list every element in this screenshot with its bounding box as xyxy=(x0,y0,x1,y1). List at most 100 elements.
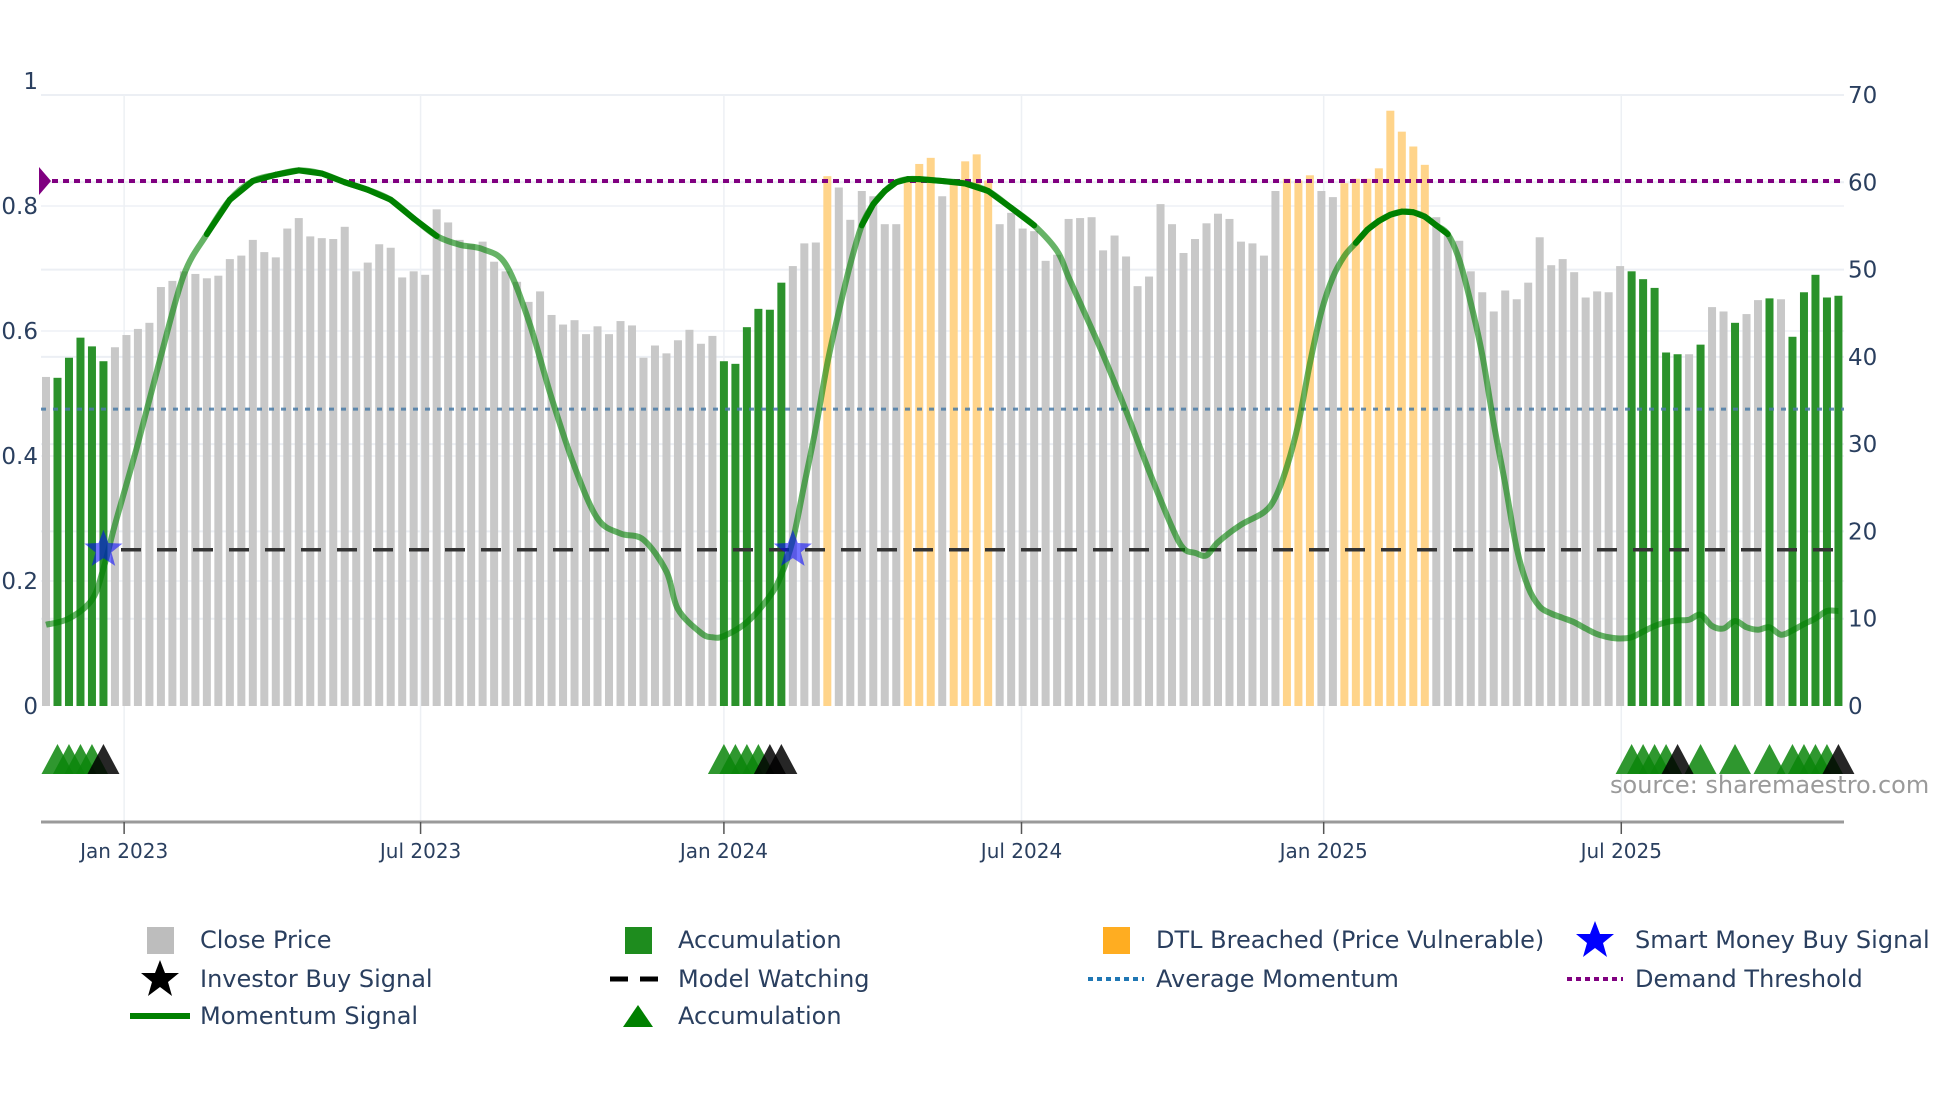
close-price-bar xyxy=(455,239,464,706)
momentum-strong-segment xyxy=(295,167,325,177)
smart-money-buy-star xyxy=(84,529,123,566)
momentum-strong-segment xyxy=(387,196,417,222)
close-price-bar xyxy=(1604,292,1613,706)
momentum-strong-segment xyxy=(939,178,969,187)
dtl-breached-bar xyxy=(1397,131,1406,706)
close-price-bar xyxy=(283,228,292,706)
left-tick-label: 0.6 xyxy=(1,319,38,345)
accumulation-bar xyxy=(1673,354,1682,706)
close-price-bar xyxy=(570,320,579,706)
close-price-bar xyxy=(1271,191,1280,706)
close-price-bar xyxy=(363,262,372,706)
close-price-bar xyxy=(846,219,855,706)
accumulation-bar xyxy=(1811,274,1820,706)
close-price-bar xyxy=(1535,237,1544,707)
close-price-bar xyxy=(1443,235,1452,706)
accumulation-bar xyxy=(87,346,96,706)
close-price-bar xyxy=(1317,191,1326,706)
accumulation-bar xyxy=(1788,336,1797,706)
accumulation-bar xyxy=(1822,297,1831,706)
close-price-bar xyxy=(133,328,142,706)
close-price-bar xyxy=(1087,217,1096,706)
x-tick-label: Jul 2023 xyxy=(378,839,461,863)
close-price-bar xyxy=(1007,212,1016,707)
momentum-strong-segment xyxy=(858,201,877,229)
close-price-bar xyxy=(811,242,820,706)
close-price-bar xyxy=(559,324,568,706)
left-tick-label: 0.4 xyxy=(1,444,38,470)
close-price-bar xyxy=(1478,292,1487,706)
accumulation-bar xyxy=(765,309,774,706)
dtl-breached-bar xyxy=(1363,178,1372,706)
left-tick-label: 1 xyxy=(23,69,38,95)
right-tick-label: 0 xyxy=(1848,694,1863,720)
close-price-bar xyxy=(1076,218,1085,706)
close-price-bar xyxy=(880,224,889,706)
close-price-bar xyxy=(1432,217,1441,706)
accumulation-bar xyxy=(1696,344,1705,706)
demand-threshold-marker xyxy=(39,167,51,195)
close-price-bar xyxy=(639,357,648,706)
dtl-breached-bar xyxy=(1386,110,1395,706)
close-price-bar xyxy=(122,335,131,706)
close-price-bar xyxy=(650,345,659,706)
right-tick-label: 60 xyxy=(1848,170,1877,196)
dtl-breached-bar xyxy=(1305,175,1314,706)
close-price-bar xyxy=(1570,272,1579,706)
accumulation-bar xyxy=(731,363,740,706)
close-price-bar xyxy=(237,255,246,706)
momentum-strong-segment xyxy=(226,178,256,203)
close-price-bar xyxy=(1213,213,1222,707)
close-price-bar xyxy=(248,239,257,706)
momentum-strong-segment xyxy=(916,176,946,184)
close-price-bar xyxy=(685,329,694,706)
close-price-bar xyxy=(857,191,866,706)
close-price-bar xyxy=(524,301,533,706)
dtl-breached-bar xyxy=(823,176,832,706)
close-price-bar xyxy=(605,334,614,706)
close-price-bar xyxy=(1455,240,1464,706)
signal-markers xyxy=(41,529,1855,774)
source-note: source: sharemaestro.com xyxy=(1610,771,1929,799)
close-price-bar xyxy=(1122,256,1131,706)
close-price-bar xyxy=(1156,204,1165,706)
investor-buy-triangle xyxy=(765,744,798,774)
x-tick-label: Jan 2025 xyxy=(1278,839,1368,863)
close-price-bar xyxy=(1041,260,1050,706)
accumulation-bar xyxy=(53,377,62,706)
close-price-bar xyxy=(1547,265,1556,706)
momentum-signal-line xyxy=(45,167,1839,642)
dtl-breached-bar xyxy=(984,180,993,707)
accumulation-triangle xyxy=(1719,744,1752,774)
close-price-bar xyxy=(1064,218,1073,706)
close-price-bar xyxy=(145,322,154,706)
close-price-bar xyxy=(1512,299,1521,706)
accumulation-bar xyxy=(1662,352,1671,706)
momentum-strong-segment xyxy=(318,170,348,186)
dtl-breached-bar xyxy=(949,179,958,707)
close-price-bar xyxy=(294,218,303,706)
axes: Jan 2023 Jul 2023 Jan 2024 Jul 2024 Jan 2025… xyxy=(1,69,1877,863)
close-price-bar xyxy=(662,353,671,706)
close-price-bar xyxy=(1168,224,1177,706)
close-price-bar xyxy=(788,266,797,706)
right-tick-label: 10 xyxy=(1848,607,1877,633)
close-price-bar xyxy=(1489,311,1498,706)
momentum-strong-segment xyxy=(364,186,394,203)
close-price-bar xyxy=(708,335,717,706)
x-tick-label: Jan 2024 xyxy=(678,839,768,863)
dtl-breached-bar xyxy=(1409,146,1418,707)
close-price-bar xyxy=(1593,291,1602,706)
momentum-strong-segment xyxy=(962,180,992,194)
momentum-strong-segment xyxy=(1008,204,1038,229)
close-price-bar xyxy=(995,224,1004,706)
close-price-bar xyxy=(673,340,682,706)
close-price-bar xyxy=(1248,243,1257,706)
close-price-bar xyxy=(938,196,947,706)
right-tick-label: 50 xyxy=(1848,258,1877,284)
close-price-bar xyxy=(352,271,361,706)
close-price-bar xyxy=(398,277,407,706)
close-price-bar xyxy=(834,187,843,707)
close-price-bar xyxy=(501,271,510,706)
right-tick-label: 70 xyxy=(1848,83,1877,109)
